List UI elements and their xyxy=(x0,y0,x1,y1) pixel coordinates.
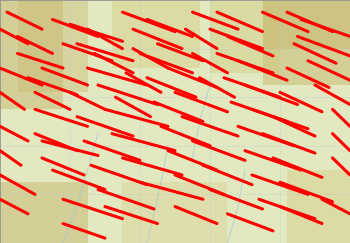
Polygon shape xyxy=(18,0,88,92)
Polygon shape xyxy=(0,182,88,243)
Polygon shape xyxy=(210,0,280,73)
Polygon shape xyxy=(262,0,350,85)
Polygon shape xyxy=(122,182,228,243)
Polygon shape xyxy=(112,0,200,68)
Polygon shape xyxy=(262,0,350,49)
Polygon shape xyxy=(287,170,350,243)
Polygon shape xyxy=(0,0,63,109)
